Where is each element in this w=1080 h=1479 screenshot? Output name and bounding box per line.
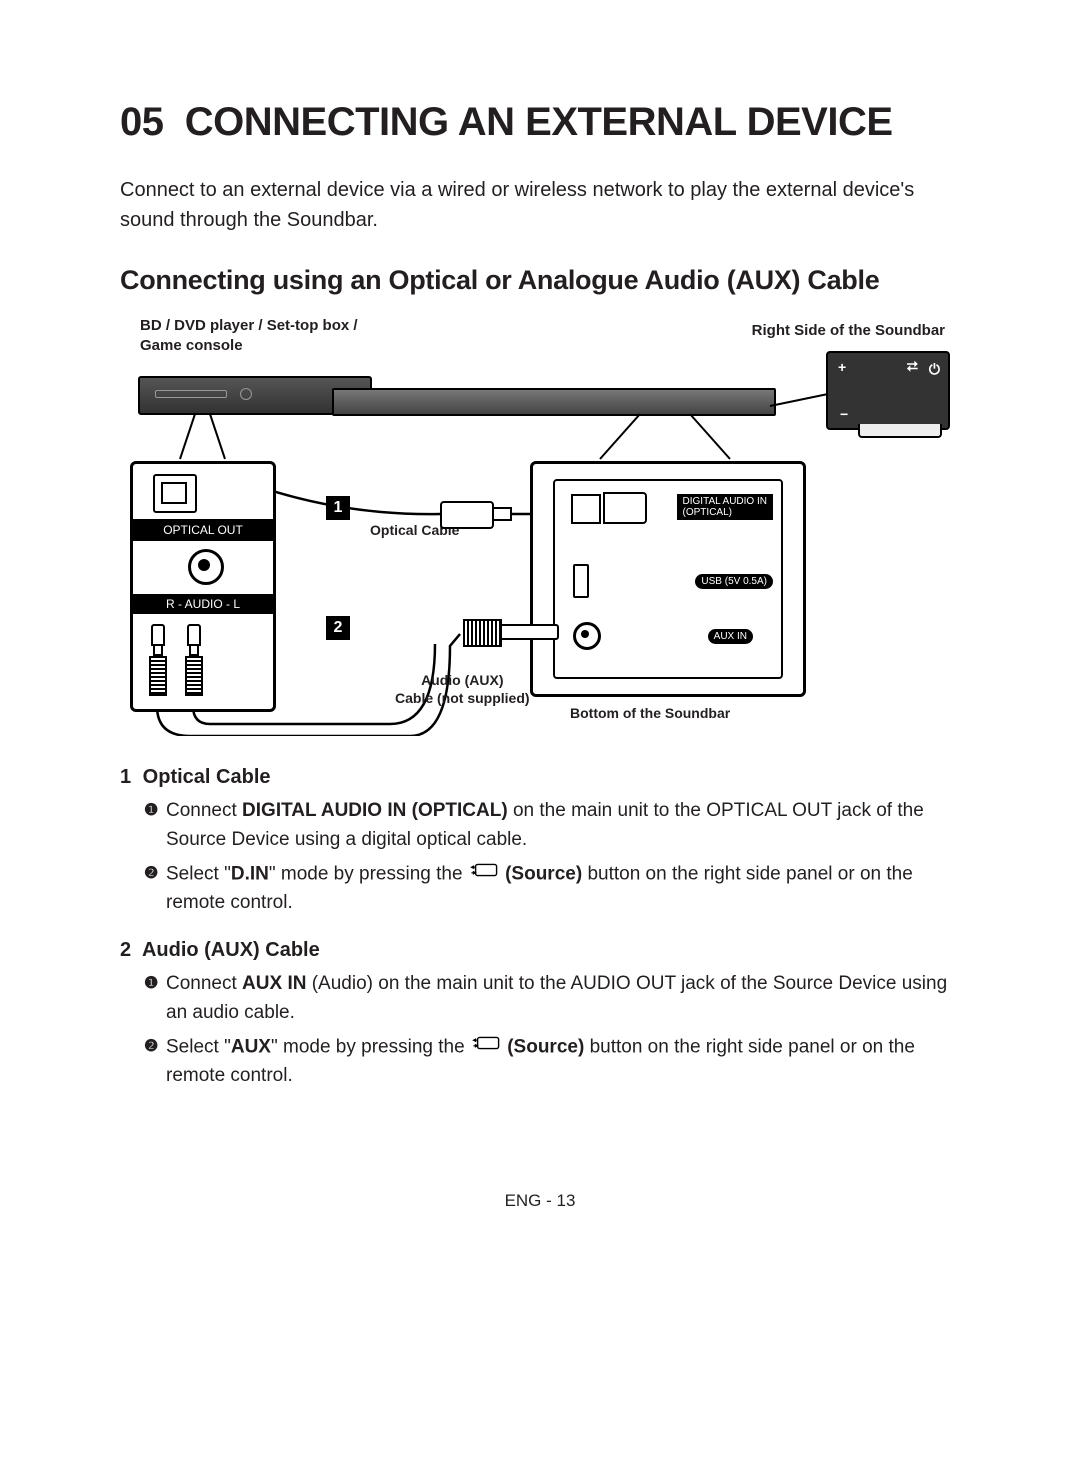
optical-plug-end-icon <box>603 492 647 524</box>
page-footer: ENG - 13 <box>120 1191 960 1211</box>
source-icon <box>472 1033 500 1062</box>
aux-in-socket-icon <box>573 622 601 650</box>
source-button-icon: ⮂ <box>907 358 918 375</box>
step-text: Connect AUX IN (Audio) on the main unit … <box>166 970 960 1027</box>
chapter-heading: 05 CONNECTING AN EXTERNAL DEVICE <box>120 100 960 145</box>
aux-in-label: AUX IN <box>708 629 753 644</box>
instruction-title: 2 Audio (AUX) Cable <box>120 939 960 962</box>
step-text: Select "AUX" mode by pressing the (Sourc… <box>166 1033 960 1090</box>
digital-audio-in-label: DIGITAL AUDIO IN(OPTICAL) <box>677 494 773 520</box>
usb-socket-icon <box>573 564 589 598</box>
aux-cable-label: Audio (AUX) Cable (not supplied) <box>395 671 530 707</box>
source-icon <box>470 860 498 889</box>
instructions-list: 1 Optical Cable❶Connect DIGITAL AUDIO IN… <box>120 766 960 1091</box>
volume-plus-icon: + <box>838 359 846 375</box>
intro-text: Connect to an external device via a wire… <box>120 175 960 235</box>
step-bullet: ❷ <box>144 1035 166 1090</box>
marker-1: 1 <box>326 496 350 520</box>
step-bullet: ❷ <box>144 862 166 917</box>
instruction-step: ❶Connect AUX IN (Audio) on the main unit… <box>120 970 960 1027</box>
chapter-title: CONNECTING AN EXTERNAL DEVICE <box>185 100 893 144</box>
optical-out-port-icon <box>153 474 197 513</box>
bottom-soundbar-label: Bottom of the Soundbar <box>570 704 730 722</box>
aux-plug-icon <box>463 619 563 643</box>
instruction-step: ❷Select "D.IN" mode by pressing the (Sou… <box>120 860 960 917</box>
instruction-block: 1 Optical Cable ❶Connect DIGITAL AUDIO IN… <box>120 766 960 917</box>
volume-minus-icon: − <box>840 406 848 422</box>
usb-label: USB (5V 0.5A) <box>695 574 773 589</box>
step-bullet: ❶ <box>144 972 166 1027</box>
step-text: Select "D.IN" mode by pressing the (Sour… <box>166 860 960 917</box>
soundbar-graphic <box>332 388 776 416</box>
right-side-label: Right Side of the Soundbar <box>752 321 945 341</box>
section-heading: Connecting using an Optical or Analogue … <box>120 265 960 296</box>
optical-out-label: OPTICAL OUT <box>133 519 273 541</box>
step-bullet: ❶ <box>144 799 166 854</box>
optical-in-socket-icon <box>571 494 601 524</box>
side-panel-graphic: + − ⮂ ⏻ <box>826 351 950 430</box>
step-text: Connect DIGITAL AUDIO IN (OPTICAL) on th… <box>166 797 960 854</box>
rca-jack-icon <box>188 549 224 585</box>
bd-player-label: BD / DVD player / Set-top box / Game con… <box>140 316 358 355</box>
chapter-number: 05 <box>120 100 164 144</box>
optical-plug-icon <box>440 501 510 525</box>
instruction-step: ❶Connect DIGITAL AUDIO IN (OPTICAL) on t… <box>120 797 960 854</box>
connection-diagram: BD / DVD player / Set-top box / Game con… <box>130 316 950 736</box>
instruction-step: ❷Select "AUX" mode by pressing the (Sour… <box>120 1033 960 1090</box>
marker-2: 2 <box>326 616 350 640</box>
soundbar-bottom-panel: DIGITAL AUDIO IN(OPTICAL) USB (5V 0.5A) … <box>530 461 806 697</box>
power-button-icon: ⏻ <box>929 361 940 378</box>
instruction-title: 1 Optical Cable <box>120 766 960 789</box>
audio-rl-label: R - AUDIO - L <box>133 594 273 614</box>
rca-plug-icon <box>185 624 203 694</box>
instruction-block: 2 Audio (AUX) Cable ❶Connect AUX IN (Audi… <box>120 939 960 1090</box>
rca-plug-icon <box>149 624 167 694</box>
source-device-panel: OPTICAL OUT R - AUDIO - L <box>130 461 276 712</box>
